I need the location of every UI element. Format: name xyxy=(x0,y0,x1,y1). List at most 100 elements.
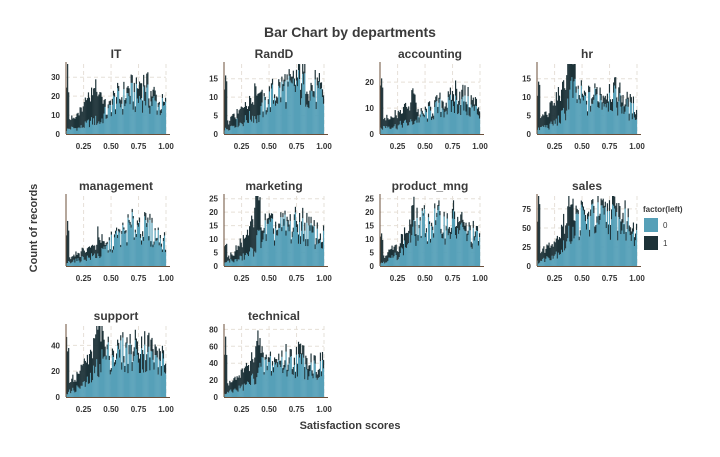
bar-left-1 xyxy=(113,362,116,367)
bar-left-0 xyxy=(91,382,93,397)
bar-left-1 xyxy=(286,369,288,377)
facet-title: product_mng xyxy=(392,179,469,193)
bar-left-0 xyxy=(318,377,320,397)
bar-left-0 xyxy=(435,102,437,134)
bar-left-1 xyxy=(111,348,114,356)
bar-left-0 xyxy=(459,104,461,134)
bar-left-1 xyxy=(557,87,560,116)
bar-left-0 xyxy=(288,75,290,134)
bar-left-1 xyxy=(439,92,441,99)
bar-left-1 xyxy=(250,221,252,248)
bar-left-1 xyxy=(297,234,300,244)
bar-left-1 xyxy=(634,233,637,241)
bar-left-0 xyxy=(441,238,443,266)
bar-left-0 xyxy=(588,92,590,134)
bar-left-1 xyxy=(78,253,80,261)
bar-left-0 xyxy=(585,229,588,266)
bar-left-0 xyxy=(236,261,238,266)
bar-left-0 xyxy=(471,107,473,134)
bar-left-1 xyxy=(241,107,243,125)
bar-left-0 xyxy=(159,238,161,266)
bar-left-1 xyxy=(283,218,285,226)
bar-left-1 xyxy=(124,365,126,373)
bar-left-1 xyxy=(398,246,400,258)
bar-left-0 xyxy=(141,348,143,397)
bar-left-1 xyxy=(130,224,132,228)
bar-left-0 xyxy=(116,358,118,397)
bar-left-0 xyxy=(280,102,282,134)
bar-left-0 xyxy=(309,230,311,266)
bar-left-0 xyxy=(604,104,606,134)
bar-left-1 xyxy=(122,332,124,338)
bar-left-0 xyxy=(301,364,303,397)
bar-left-0 xyxy=(93,118,95,134)
bar-left-1 xyxy=(566,75,568,111)
bar-left-1 xyxy=(145,213,147,221)
bar-left-1 xyxy=(428,101,431,106)
x-tick-label: 0.50 xyxy=(261,274,277,283)
bar-left-1 xyxy=(264,357,266,360)
bar-left-1 xyxy=(597,196,599,203)
bar-left-1 xyxy=(442,232,444,239)
bar-left-1 xyxy=(450,227,453,235)
bar-left-1 xyxy=(569,64,571,90)
bar-left-1 xyxy=(469,107,471,117)
bar-left-0 xyxy=(313,226,315,266)
bar-left-0 xyxy=(123,229,125,266)
bar-left-1 xyxy=(452,94,455,107)
bar-left-1 xyxy=(278,353,280,361)
bar-left-0 xyxy=(555,118,557,134)
bar-left-0 xyxy=(296,376,299,397)
bar-left-1 xyxy=(280,212,282,218)
x-tick-label: 0.75 xyxy=(289,405,305,414)
bar-left-1 xyxy=(458,100,460,114)
bar-left-1 xyxy=(384,257,386,264)
bar-left-0 xyxy=(254,251,256,266)
bar-left-1 xyxy=(133,347,135,357)
bar-left-0 xyxy=(95,366,97,397)
bar-left-1 xyxy=(477,107,480,116)
bar-left-0 xyxy=(290,356,292,397)
bar-left-0 xyxy=(279,364,281,397)
bar-left-1 xyxy=(310,216,312,224)
bar-left-1 xyxy=(601,200,603,206)
bar-left-1 xyxy=(283,79,285,87)
bar-left-1 xyxy=(271,213,274,219)
bar-left-1 xyxy=(456,88,458,100)
bar-left-0 xyxy=(121,103,123,134)
bar-left-0 xyxy=(155,240,157,266)
bar-left-0 xyxy=(449,238,451,266)
bar-left-1 xyxy=(95,79,97,116)
bar-left-1 xyxy=(141,336,143,349)
bar-left-1 xyxy=(570,64,572,81)
bar-left-0 xyxy=(617,240,619,266)
bar-left-0 xyxy=(423,117,425,134)
bar-left-0 xyxy=(384,126,386,134)
bar-left-0 xyxy=(632,103,635,134)
bar-left-0 xyxy=(557,252,560,266)
bar-left-1 xyxy=(564,88,566,114)
bar-left-0 xyxy=(603,106,605,134)
bar-left-0 xyxy=(385,262,387,266)
bar-left-0 xyxy=(253,122,255,134)
bar-left-0 xyxy=(402,122,405,134)
bar-left-1 xyxy=(558,237,561,255)
bar-left-1 xyxy=(139,233,142,238)
bar-left-1 xyxy=(596,87,598,95)
bar-left-1 xyxy=(106,344,108,350)
bar-left-1 xyxy=(288,69,290,76)
bar-left-1 xyxy=(414,221,416,236)
bar-left-0 xyxy=(154,100,156,134)
bar-left-0 xyxy=(139,99,142,134)
bar-left-0 xyxy=(271,365,274,397)
bar-left-0 xyxy=(278,227,280,266)
bar-left-0 xyxy=(597,202,599,266)
bar-left-0 xyxy=(625,240,627,266)
bar-left-1 xyxy=(590,105,592,112)
bar-left-0 xyxy=(426,243,429,266)
bar-left-1 xyxy=(246,108,249,123)
bar-left-1 xyxy=(312,226,314,233)
bar-left-0 xyxy=(319,361,322,397)
bar-left-1 xyxy=(236,109,238,119)
bar-left-1 xyxy=(548,242,550,259)
